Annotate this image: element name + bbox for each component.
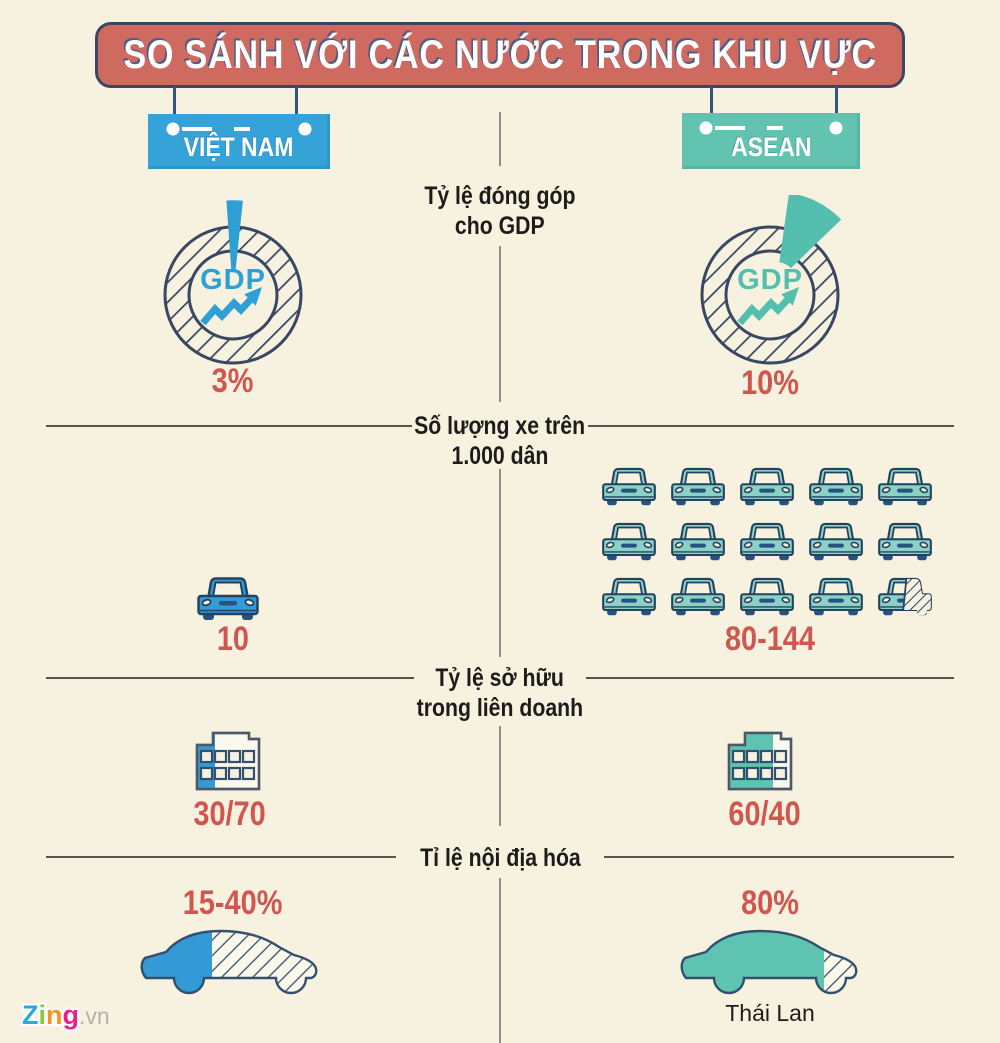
section-divider [586, 677, 954, 679]
building-windows [199, 749, 256, 781]
growth-arrow-icon [200, 287, 262, 326]
car-icon [877, 518, 933, 564]
car-icon [808, 573, 864, 619]
center-divider [499, 726, 501, 826]
sign-string [710, 86, 713, 115]
value-text: 80% [741, 884, 799, 922]
gdp-value-vietnam: 3% [133, 362, 333, 401]
car-icon-partial [877, 573, 933, 619]
ownership-value-vietnam: 30/70 [130, 795, 330, 834]
gdp-value-asean: 10% [670, 364, 870, 403]
sign-hanger-decoration [166, 122, 312, 136]
sign-string [835, 86, 838, 115]
section-title-line: 1.000 dân [451, 442, 549, 470]
car-icon [808, 518, 864, 564]
center-divider [499, 112, 501, 166]
section-divider [46, 677, 414, 679]
sign-asean-label: ASEAN [730, 132, 812, 162]
building-windows [731, 749, 788, 781]
car-icon-vietnam [196, 572, 260, 624]
title-banner: SO SÁNH VỚI CÁC NƯỚC TRONG KHU VỰC [95, 22, 905, 88]
car-icon [670, 573, 726, 619]
gdp-wedge-asean [779, 195, 842, 269]
car-icon [670, 463, 726, 509]
sign-asean: ASEAN [682, 113, 860, 169]
section-title-line: Tỉ lệ nội địa hóa [419, 844, 581, 872]
value-text: 10 [216, 620, 250, 658]
ownership-value-asean: 60/40 [665, 795, 865, 834]
section-title-line: Tỷ lệ sở hữu [435, 664, 565, 692]
sign-vietnam: VIỆT NAM [148, 114, 330, 169]
section-divider [604, 856, 954, 858]
section-divider [46, 856, 396, 858]
value-text: 60/40 [728, 795, 802, 833]
section-title-line: cho GDP [455, 212, 545, 240]
localization-note-thailand: Thái Lan [725, 1000, 815, 1026]
car-icon [601, 518, 657, 564]
zing-logo[interactable]: Zing.vn [22, 1000, 110, 1031]
section-title-cars: Số lượng xe trên 1.000 dân [350, 411, 650, 471]
zing-letter: n [46, 1000, 63, 1030]
gdp-donut-asean: GDP [700, 195, 842, 365]
section-title-gdp: Tỷ lệ đóng góp cho GDP [350, 181, 650, 241]
value-text: 3% [212, 362, 254, 400]
page-title: SO SÁNH VỚI CÁC NƯỚC TRONG KHU VỰC [123, 32, 877, 77]
car-icon [739, 518, 795, 564]
section-title-line: Số lượng xe trên [414, 412, 586, 440]
building-icon-asean [727, 731, 793, 791]
gdp-donut-vietnam: GDP [163, 200, 303, 365]
center-divider [499, 246, 501, 402]
car-icon [601, 463, 657, 509]
zing-letter: i [38, 1000, 47, 1030]
section-title-ownership: Tỷ lệ sở hữu trong liên doanh [350, 663, 650, 723]
localization-value-vietnam: 15-40% [133, 884, 333, 923]
section-divider [588, 425, 954, 427]
gdp-wedge-vietnam [226, 200, 243, 271]
car-icon [739, 463, 795, 509]
car-pictogram-grid-asean [601, 463, 933, 619]
zing-letter: Z [22, 1000, 39, 1030]
building-icon-vietnam [195, 731, 261, 791]
sign-hanger-decoration [699, 121, 843, 135]
cars-value-asean: 80-144 [670, 620, 870, 659]
value-text: 10% [741, 364, 799, 402]
sign-string [173, 86, 176, 116]
car-icon [670, 518, 726, 564]
growth-arrow-icon [737, 287, 799, 326]
center-divider [499, 469, 501, 657]
car-icon [808, 463, 864, 509]
center-divider [499, 878, 501, 1043]
sign-vietnam-label: VIỆT NAM [184, 132, 294, 162]
zing-suffix: .vn [79, 1003, 110, 1029]
section-divider [46, 425, 412, 427]
car-silhouette-asean [680, 929, 858, 995]
section-title-line: trong liên doanh [416, 694, 584, 722]
value-text: 15-40% [183, 884, 283, 922]
zing-letter: g [62, 1000, 80, 1030]
value-text: 80-144 [725, 620, 815, 658]
value-text: 30/70 [193, 795, 267, 833]
section-title-localization: Tỉ lệ nội địa hóa [350, 843, 650, 873]
section-title-line: Tỷ lệ đóng góp [424, 182, 576, 210]
sign-string [295, 86, 298, 116]
car-icon [739, 573, 795, 619]
car-icon [877, 463, 933, 509]
localization-value-asean: 80% [670, 884, 870, 923]
cars-value-vietnam: 10 [133, 620, 333, 659]
car-icon [601, 573, 657, 619]
car-silhouette-vietnam [140, 929, 318, 995]
